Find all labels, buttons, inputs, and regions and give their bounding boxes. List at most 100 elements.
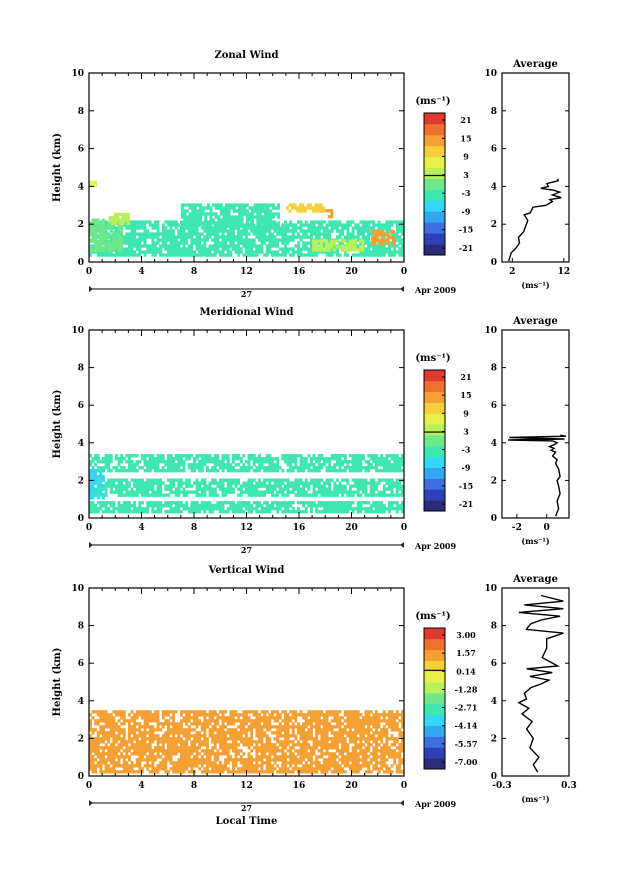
heatmap-cell: [365, 220, 368, 223]
heatmap-cell: [216, 235, 219, 238]
heatmap-cell: [144, 250, 147, 253]
heatmap-cell: [240, 460, 243, 463]
heatmap-cell: [300, 250, 303, 253]
heatmap-cell: [114, 222, 117, 225]
heatmap-cell: [255, 734, 258, 737]
heatmap-cell: [328, 466, 331, 469]
heatmap-cell: [287, 767, 290, 770]
heatmap-cell: [305, 731, 308, 734]
heatmap-cell: [318, 731, 321, 734]
heatmap-cell: [362, 223, 365, 226]
heatmap-cell: [125, 247, 128, 250]
heatmap-cell: [235, 758, 238, 761]
heatmap-cell: [279, 229, 282, 232]
heatmap-cell: [255, 229, 258, 232]
heatmap-cell: [151, 247, 154, 250]
heatmap-cell: [354, 482, 357, 485]
heatmap-cell: [352, 494, 355, 497]
heatmap-cell: [183, 767, 186, 770]
heatmap-cell: [242, 510, 245, 513]
heatmap-cell: [313, 716, 316, 719]
heatmap-cell: [196, 734, 199, 737]
heatmap-cell: [125, 238, 128, 241]
heatmap-cell: [320, 209, 323, 212]
heatmap-cell: [289, 466, 292, 469]
heatmap-cell: [224, 749, 227, 752]
heatmap-cell: [131, 454, 134, 457]
heatmap-cell: [391, 485, 394, 488]
heatmap-cell: [193, 507, 196, 510]
heatmap-cell: [188, 731, 191, 734]
heatmap-cell: [144, 731, 147, 734]
heatmap-cell: [209, 485, 212, 488]
heatmap-cell: [180, 238, 183, 241]
heatmap-cell: [388, 466, 391, 469]
heatmap-cell: [238, 212, 241, 215]
heatmap-cell: [227, 728, 230, 731]
heatmap-cell: [219, 731, 222, 734]
heatmap-cell: [209, 719, 212, 722]
heatmap-cell: [232, 507, 235, 510]
heatmap-cell: [144, 710, 147, 713]
heatmap-cell: [352, 229, 355, 232]
heatmap-cell: [146, 767, 149, 770]
heatmap-cell: [193, 761, 196, 764]
heatmap-cell: [302, 491, 305, 494]
heatmap-cell: [276, 466, 279, 469]
heatmap-cell: [372, 510, 375, 513]
x-tick-label: 0: [86, 267, 92, 277]
heatmap-cell: [310, 507, 313, 510]
heatmap-cell: [375, 485, 378, 488]
heatmap-cell: [242, 485, 245, 488]
heatmap-cell: [164, 244, 167, 247]
heatmap-cell: [253, 485, 256, 488]
heatmap-cell: [367, 220, 370, 223]
heatmap-cell: [138, 770, 141, 773]
heatmap-cell: [181, 212, 184, 215]
heatmap-cell: [391, 253, 394, 256]
heatmap-cell: [209, 247, 212, 250]
heatmap-cell: [341, 226, 344, 229]
heatmap-cell: [268, 466, 271, 469]
heatmap-cell: [391, 494, 394, 497]
heatmap-cell: [125, 510, 128, 513]
heatmap-cell: [193, 501, 196, 504]
heatmap-cell: [216, 755, 219, 758]
heatmap-cell: [211, 728, 214, 731]
heatmap-cell: [177, 235, 180, 238]
heatmap-cell: [125, 482, 128, 485]
heatmap-cell: [222, 457, 225, 460]
x-tick-label: 0: [401, 267, 407, 277]
heatmap-cell: [245, 241, 248, 244]
x-tick-label: 4: [138, 267, 144, 277]
heatmap-cell: [310, 758, 313, 761]
heatmap-cell: [323, 752, 326, 755]
heatmap-cell: [393, 253, 396, 256]
heatmap-cell: [284, 229, 287, 232]
heatmap-cell: [268, 250, 271, 253]
heatmap-cell: [133, 510, 136, 513]
heatmap-cell: [214, 710, 217, 713]
heatmap-cell: [245, 764, 248, 767]
heatmap-cell: [183, 743, 186, 746]
heatmap-cell: [339, 457, 342, 460]
heatmap-cell: [172, 764, 175, 767]
heatmap-cell: [222, 229, 225, 232]
heatmap-cell: [396, 491, 399, 494]
heatmap-cell: [289, 482, 292, 485]
heatmap-cell: [237, 758, 240, 761]
heatmap-cell: [219, 746, 222, 749]
heatmap-cell: [330, 212, 333, 215]
heatmap-cell: [105, 485, 108, 488]
heatmap-cell: [359, 457, 362, 460]
heatmap-cell: [170, 761, 173, 764]
heatmap-cell: [232, 740, 235, 743]
heatmap-cell: [338, 245, 341, 248]
heatmap-cell: [190, 728, 193, 731]
heatmap-cell: [144, 457, 147, 460]
heatmap-cell: [326, 743, 329, 746]
heatmap-cell: [255, 755, 258, 758]
heatmap-cell: [297, 466, 300, 469]
heatmap-cell: [362, 485, 365, 488]
panel-title: Vertical Wind: [208, 565, 285, 576]
